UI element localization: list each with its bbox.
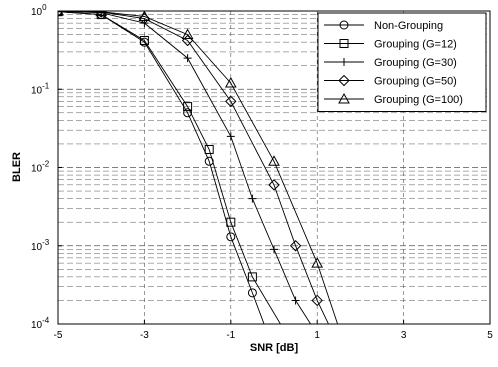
data-point bbox=[183, 102, 193, 112]
data-point bbox=[291, 296, 300, 305]
data-point bbox=[183, 54, 192, 63]
series-triangle bbox=[58, 11, 339, 324]
data-point bbox=[311, 257, 324, 268]
data-point bbox=[225, 95, 237, 108]
legend-marker bbox=[338, 92, 350, 104]
data-point bbox=[95, 11, 108, 17]
legend-marker bbox=[338, 74, 350, 87]
data-point bbox=[311, 294, 323, 307]
data-point bbox=[204, 144, 214, 154]
x-tick-label: -1 bbox=[226, 330, 235, 341]
y-tick-labels: 100 10-1 10-2 10-3 10-4 bbox=[31, 3, 62, 331]
series-line bbox=[58, 11, 281, 324]
y-tick-label: 10-1 bbox=[31, 81, 50, 96]
data-point bbox=[226, 132, 235, 141]
legend-marker bbox=[339, 39, 349, 48]
legend-label: Grouping (G=12) bbox=[374, 39, 457, 51]
data-point bbox=[95, 11, 107, 18]
data-point bbox=[247, 288, 257, 298]
data-point bbox=[226, 232, 236, 242]
y-tick-label: 10-3 bbox=[31, 238, 50, 253]
legend: Non-Grouping Grouping (G=12) Grouping (G=3… bbox=[317, 12, 487, 112]
data-point bbox=[204, 156, 214, 166]
y-tick-label: 100 bbox=[31, 3, 47, 18]
data-point bbox=[183, 108, 193, 118]
data-point bbox=[270, 245, 278, 254]
y-axis-label: BLER bbox=[11, 152, 23, 182]
series-line bbox=[58, 11, 329, 324]
data-point bbox=[226, 217, 236, 227]
x-tick-label: -5 bbox=[54, 330, 63, 341]
x-axis-label: SNR [dB] bbox=[250, 342, 299, 354]
x-tick-labels: -5 -3 -1 1 3 5 bbox=[54, 320, 493, 341]
legend-label: Non-Grouping bbox=[374, 20, 443, 32]
x-tick-label: 1 bbox=[314, 330, 320, 341]
y-tick-label: 10-2 bbox=[31, 160, 50, 175]
legend-label: Grouping (G=50) bbox=[374, 76, 457, 88]
legend-marker bbox=[340, 58, 348, 66]
data-point bbox=[224, 77, 237, 88]
data-point bbox=[268, 155, 280, 166]
y-tick-label: 10-4 bbox=[31, 316, 50, 331]
data-point bbox=[139, 35, 149, 45]
series-group bbox=[58, 11, 339, 324]
legend-marker bbox=[339, 20, 349, 30]
x-tick-label: -3 bbox=[140, 330, 149, 341]
data-point bbox=[247, 272, 257, 282]
data-point bbox=[289, 240, 302, 252]
x-tick-label: 3 bbox=[401, 330, 407, 341]
data-point bbox=[268, 179, 280, 191]
x-tick-label: 5 bbox=[487, 330, 493, 341]
legend-label: Grouping (G=100) bbox=[374, 94, 463, 106]
legend-label: Grouping (G=30) bbox=[374, 57, 457, 69]
data-point bbox=[138, 11, 151, 22]
data-point bbox=[181, 28, 194, 40]
data-point bbox=[248, 194, 257, 203]
series-line bbox=[58, 11, 339, 324]
